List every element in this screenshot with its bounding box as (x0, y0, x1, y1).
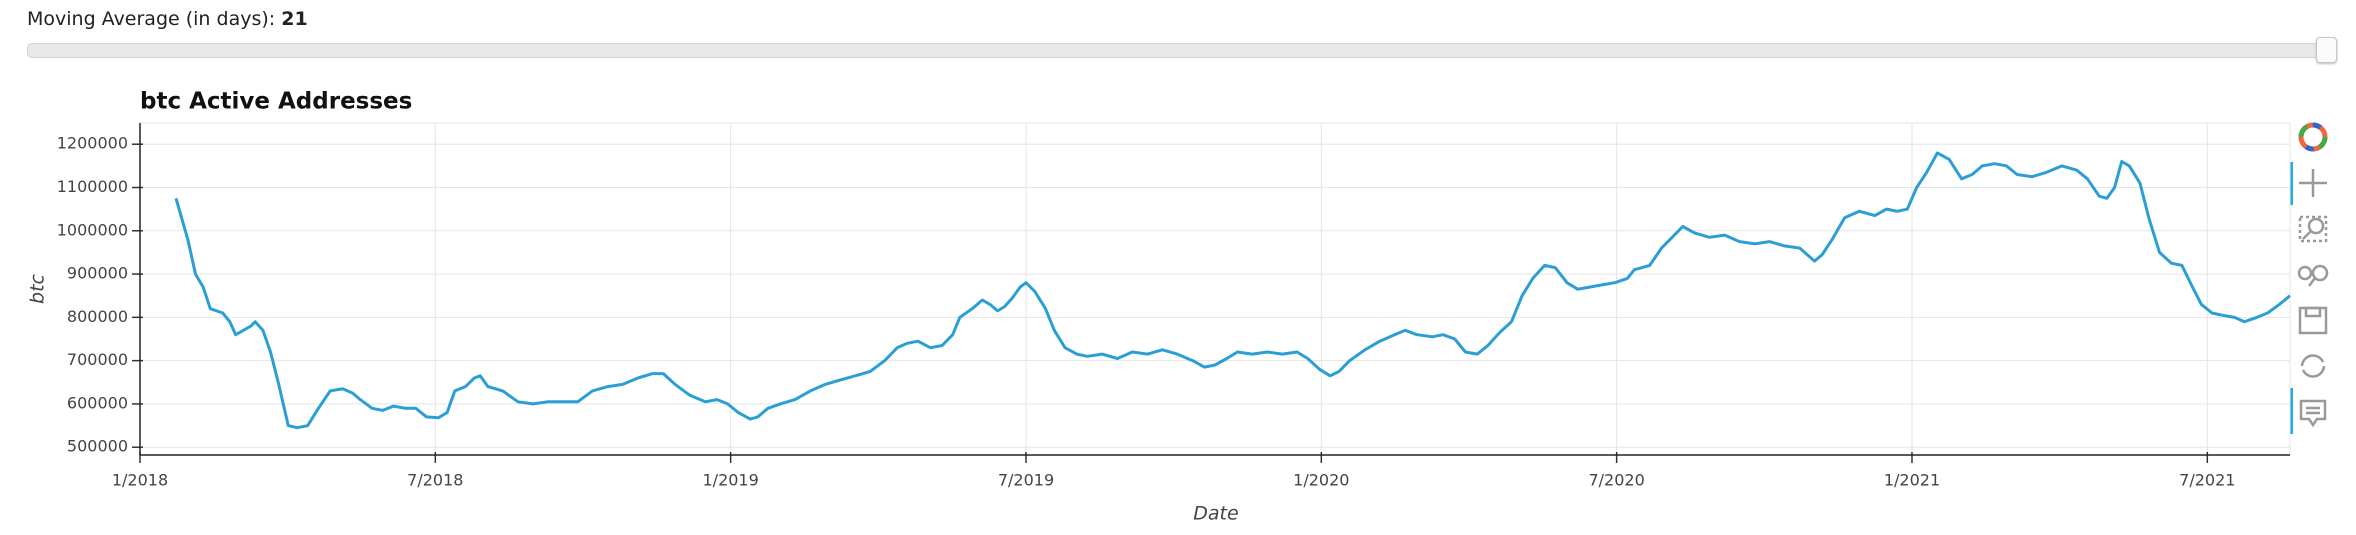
slider-title: Moving Average (in days): (27, 8, 276, 30)
y-tick-label: 900000 (67, 264, 128, 283)
chart-title: btc Active Addresses (140, 89, 412, 115)
toolbar (2290, 122, 2329, 434)
y-tick-label: 600000 (67, 393, 128, 412)
y-tick-label: 700000 (67, 350, 128, 369)
y-tick-label: 500000 (67, 437, 128, 456)
hover-tool[interactable] (2299, 399, 2327, 428)
x-tick-label: 1/2020 (1293, 471, 1349, 490)
y-tick-label: 1000000 (57, 220, 128, 239)
x-tick-label: 7/2018 (407, 471, 463, 490)
active-indicator (2290, 388, 2293, 434)
wheel-zoom-tool[interactable] (2297, 264, 2329, 287)
active-indicator (2290, 162, 2293, 205)
y-tick-label: 1200000 (57, 134, 128, 153)
y-tick-label: 1100000 (57, 177, 128, 196)
box-zoom-tool[interactable] (2298, 215, 2328, 243)
bokeh-logo[interactable] (2298, 122, 2328, 152)
y-axis-label: btc (27, 273, 49, 304)
x-tick-label: 1/2019 (703, 471, 759, 490)
x-axis-label: Date (1193, 503, 1238, 525)
save-tool[interactable] (2298, 306, 2328, 335)
slider-label: Moving Average (in days): 21 (27, 8, 308, 30)
plot-frame (139, 122, 2291, 456)
x-tick-label: 1/2018 (112, 471, 168, 490)
x-tick-label: 7/2021 (2179, 471, 2235, 490)
pan-tool[interactable] (2299, 169, 2327, 197)
x-tick-label: 1/2021 (1884, 471, 1940, 490)
x-tick-label: 7/2020 (1588, 471, 1644, 490)
data-line (174, 151, 2291, 430)
x-tick-label: 7/2019 (998, 471, 1054, 490)
slider-handle[interactable] (2316, 37, 2337, 63)
slider-value: 21 (281, 8, 308, 30)
y-tick-label: 800000 (67, 307, 128, 326)
reset-tool[interactable] (2300, 354, 2326, 378)
